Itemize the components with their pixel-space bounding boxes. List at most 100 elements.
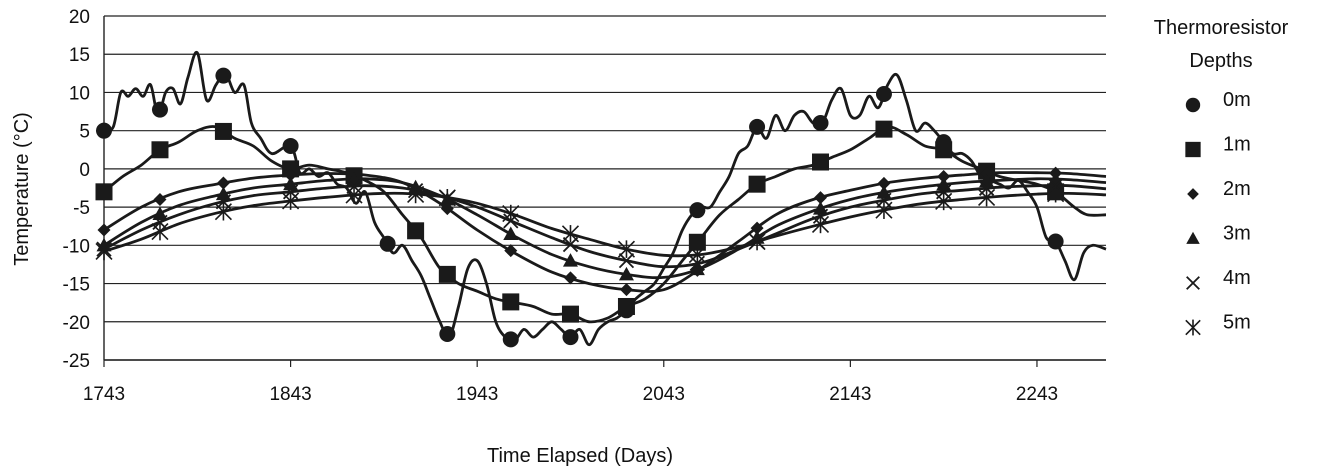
series-line-1m [103, 125, 1107, 324]
point-1m-1927 [438, 265, 456, 283]
legend-marker-4m [1186, 276, 1200, 290]
point-5m-2127 [811, 215, 830, 234]
point-5m-2093 [748, 232, 766, 251]
point-2m-1843 [284, 168, 298, 182]
legend-label-2m: 2m [1223, 178, 1251, 200]
y-tick-label: -15 [63, 275, 90, 296]
y-tick-label: 5 [79, 122, 90, 143]
legend-label-5m: 5m [1223, 312, 1251, 334]
point-1m-1807 [214, 122, 232, 140]
x-tick-label: 2143 [829, 384, 871, 405]
point-0m-1807 [215, 67, 232, 84]
point-5m-2193 [935, 192, 953, 211]
point-5m-2216 [978, 188, 996, 207]
point-5m-1993 [561, 225, 580, 243]
point-0m-2093 [749, 118, 766, 135]
point-1m-1773 [151, 141, 169, 159]
series-line-4m [103, 184, 1107, 269]
series-markers [95, 67, 1065, 348]
point-1m-1743 [95, 183, 113, 201]
point-0m-1773 [151, 101, 168, 118]
x-tick-label: 1743 [83, 384, 125, 405]
legend-label-0m: 0m [1223, 89, 1251, 111]
point-1m-2093 [748, 175, 766, 193]
point-2m-2193 [937, 170, 951, 184]
point-5m-2023 [617, 240, 636, 258]
y-tick-label: 15 [69, 45, 90, 66]
point-1m-1961 [502, 293, 520, 311]
x-tick-label: 2243 [1016, 384, 1058, 405]
y-tick-label: -25 [63, 351, 90, 372]
point-5m-2161 [875, 201, 893, 219]
point-1m-2127 [812, 153, 830, 171]
x-tick-label: 1843 [269, 384, 311, 405]
legend-marker-1m [1185, 141, 1201, 158]
point-2m-2161 [877, 176, 891, 190]
point-0m-2127 [812, 115, 829, 132]
legend-marker-0m [1185, 97, 1201, 113]
point-2m-1743 [97, 223, 111, 237]
point-4m-1993 [562, 236, 579, 253]
legend-label-3m: 3m [1223, 223, 1251, 245]
y-tick-label: -10 [63, 236, 90, 257]
point-5m-1910 [407, 185, 425, 204]
point-2m-2127 [814, 191, 828, 205]
point-5m-1927 [438, 188, 456, 207]
point-0m-1743 [96, 122, 112, 139]
point-3m-2061 [689, 261, 705, 276]
y-tick-label: 0 [79, 160, 90, 181]
y-tick-label: -5 [73, 198, 90, 219]
point-1m-1993 [561, 305, 579, 323]
point-0m-1993 [562, 329, 579, 346]
series-lines [103, 50, 1107, 347]
point-0m-1843 [282, 137, 299, 154]
point-5m-1773 [151, 222, 169, 241]
point-1m-2023 [617, 297, 635, 315]
point-0m-1927 [439, 326, 456, 343]
x-tick-label: 1943 [456, 384, 498, 405]
point-0m-1895 [379, 235, 396, 252]
legend-title-line-2: Depths [1189, 50, 1252, 72]
legend-label-1m: 1m [1223, 134, 1251, 156]
series-line-0m [103, 50, 1107, 347]
y-axis-title: Temperature (°C) [11, 112, 33, 266]
x-axis-title: Time Elapsed (Days) [487, 445, 673, 467]
legend-label-4m: 4m [1223, 267, 1251, 289]
point-2m-1961 [504, 244, 518, 258]
grid-lines [104, 15, 1106, 361]
legend: Thermoresistor Depths 0m 1m 2m 3m 4m 5m [1154, 17, 1289, 336]
point-2m-1993 [563, 271, 577, 285]
point-1m-1910 [407, 222, 425, 240]
point-1m-2161 [875, 120, 893, 138]
x-tick-labels: 1743 1843 1943 2043 2143 2243 [83, 384, 1058, 405]
point-0m-1961 [502, 331, 519, 348]
series-line-3m [103, 177, 1107, 280]
y-tick-label: 10 [69, 83, 90, 104]
legend-marker-5m [1185, 319, 1201, 336]
point-1m-2061 [688, 233, 706, 251]
point-5m-1961 [502, 204, 520, 223]
x-tick-label: 2043 [643, 384, 685, 405]
point-5m-1843 [282, 192, 300, 210]
y-tick-labels: -25 -20 -15 -10 -5 0 5 10 15 20 [63, 7, 90, 372]
point-0m-2253 [1047, 233, 1064, 250]
legend-marker-2m [1187, 188, 1199, 200]
point-2m-2216 [980, 167, 994, 181]
point-2m-1773 [153, 192, 167, 206]
point-2m-1807 [216, 176, 230, 190]
point-5m-1877 [345, 186, 363, 204]
point-3m-2023 [618, 266, 634, 281]
point-3m-1773 [152, 206, 168, 220]
y-tick-label: -20 [63, 313, 90, 334]
point-5m-2061 [688, 245, 706, 264]
point-2m-2023 [619, 283, 633, 297]
point-3m-1993 [562, 253, 578, 267]
legend-title-line-1: Thermoresistor [1154, 17, 1289, 39]
point-5m-2253 [1047, 184, 1065, 203]
point-2m-2093 [750, 221, 764, 235]
point-0m-2161 [875, 85, 892, 102]
y-tick-label: 20 [69, 7, 90, 28]
legend-marker-3m [1186, 231, 1200, 244]
point-4m-2023 [618, 252, 635, 269]
